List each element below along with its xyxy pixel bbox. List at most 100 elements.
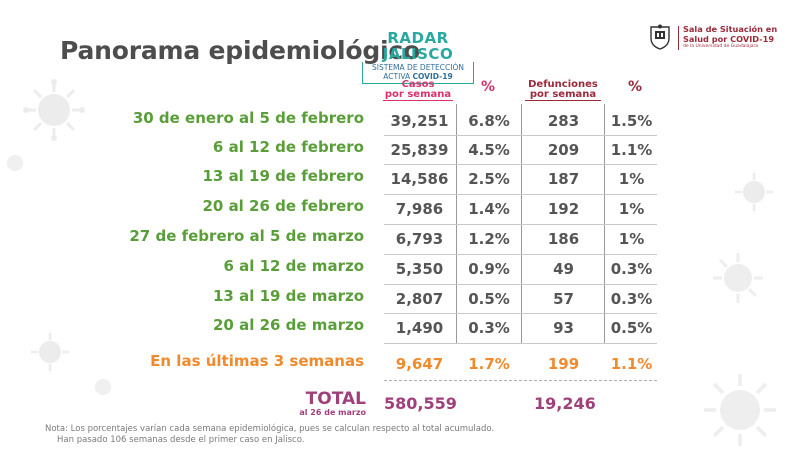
cell-defunciones: 192	[547, 200, 580, 218]
total-defunciones: 19,246	[534, 394, 596, 413]
header-casos-line2: por semana	[383, 89, 453, 101]
cell-pct-casos: 0.9%	[468, 260, 510, 278]
sala-text: Sala de Situación en Salud por COVID-19 …	[683, 24, 777, 50]
cell-casos: 7,986	[395, 200, 444, 218]
cell-defunciones: 209	[547, 141, 580, 159]
row-label: 6 al 12 de marzo	[223, 257, 364, 275]
row-label: 6 al 12 de febrero	[212, 138, 364, 156]
dashed-divider	[384, 380, 657, 381]
udg-crest-icon	[650, 24, 670, 50]
cell-casos: 2,807	[395, 290, 444, 308]
cell-pct-def: 1%	[618, 230, 645, 248]
total-title: TOTAL	[305, 389, 366, 409]
cell-pct-casos: 0.5%	[468, 290, 510, 308]
table-row: 6 al 12 de marzo 5,350 0.9% 49 0.3%	[0, 255, 802, 283]
cell-pct-casos: 4.5%	[468, 141, 510, 159]
last-3-defunciones: 199	[547, 355, 580, 373]
row-separator	[384, 135, 657, 136]
cell-pct-def: 1%	[618, 170, 645, 188]
cell-defunciones: 186	[547, 230, 580, 248]
row-separator	[384, 254, 657, 255]
cell-casos: 25,839	[390, 141, 449, 159]
last-3-casos: 9,647	[395, 355, 444, 373]
radar-jalisco-logo: RADAR JALISCO SISTEMA DE DETECCIÓN ACTIV…	[356, 30, 480, 84]
total-label: TOTAL al 26 de marzo	[290, 390, 366, 417]
header-defunciones: Defunciones por semana	[525, 80, 601, 101]
row-label: 13 al 19 de marzo	[213, 287, 364, 305]
virus-decoration-icon	[95, 379, 111, 395]
row-separator	[384, 313, 657, 314]
row-separator	[384, 343, 657, 344]
cell-pct-def: 0.5%	[610, 319, 653, 337]
header-casos: Casos por semana	[383, 80, 453, 101]
row-separator	[384, 224, 657, 225]
table-row: 30 de enero al 5 de febrero 39,251 6.8% …	[0, 107, 802, 135]
radar-line2-b: COVID-19	[412, 72, 453, 81]
last-3-weeks-row: En las últimas 3 semanas 9,647 1.7% 199 …	[0, 350, 802, 378]
cell-defunciones: 93	[553, 319, 574, 337]
table-row: 13 al 19 de febrero 14,586 2.5% 187 1%	[0, 165, 802, 193]
row-label: 30 de enero al 5 de febrero	[132, 109, 364, 127]
logo-divider	[678, 26, 679, 50]
cell-pct-def: 1.5%	[610, 112, 653, 130]
cell-defunciones: 283	[547, 112, 580, 130]
table-row: 20 al 26 de marzo 1,490 0.3% 93 0.5%	[0, 314, 802, 342]
radar-subtitle-box: SISTEMA DE DETECCIÓN ACTIVA COVID-19	[362, 62, 474, 84]
last-3-weeks-label: En las últimas 3 semanas	[150, 352, 364, 370]
cell-defunciones: 49	[553, 260, 574, 278]
radar-title: RADAR JALISCO	[382, 29, 454, 63]
row-separator	[384, 284, 657, 285]
total-casos: 580,559	[384, 394, 457, 413]
cell-pct-def: 0.3%	[610, 260, 653, 278]
header-def-line1: Defunciones	[528, 79, 598, 90]
footnote-line2: Han pasado 106 semanas desde el primer c…	[57, 435, 305, 445]
footnote: Nota: Los porcentajes varían cada semana…	[45, 424, 494, 446]
cell-casos: 6,793	[395, 230, 444, 248]
sala-line3: de la Universidad de Guadalajara	[683, 44, 759, 49]
virus-decoration-icon	[31, 333, 69, 371]
cell-casos: 5,350	[395, 260, 444, 278]
cell-pct-def: 1%	[618, 200, 645, 218]
cell-casos: 39,251	[390, 112, 449, 130]
cell-pct-casos: 2.5%	[468, 170, 510, 188]
header-casos-line1: Casos	[401, 79, 435, 90]
radar-subtitle-line1: SISTEMA DE DETECCIÓN	[372, 63, 464, 72]
row-label: 20 al 26 de marzo	[213, 316, 364, 334]
row-separator	[384, 194, 657, 195]
radar-subtitle-line2: ACTIVA COVID-19	[363, 72, 473, 81]
last-3-pct-def: 1.1%	[610, 355, 653, 373]
cell-defunciones: 57	[553, 290, 574, 308]
cell-casos: 1,490	[395, 319, 444, 337]
cell-pct-def: 0.3%	[610, 290, 653, 308]
header-pct-casos: %	[480, 79, 496, 95]
last-3-pct-casos: 1.7%	[468, 355, 510, 373]
header-def-line2: por semana	[525, 90, 601, 101]
cell-pct-casos: 6.8%	[468, 112, 510, 130]
virus-decoration-icon	[713, 253, 763, 303]
sala-situacion-logo: Sala de Situación en Salud por COVID-19 …	[648, 24, 798, 52]
cell-pct-casos: 0.3%	[468, 319, 510, 337]
row-label: 20 al 26 de febrero	[202, 197, 364, 215]
page-title: Panorama epidemiológico	[60, 36, 420, 65]
row-label: 13 al 19 de febrero	[202, 167, 364, 185]
sala-line2: Salud por COVID-19	[683, 34, 775, 44]
header-pct-def: %	[627, 79, 643, 95]
footnote-line1: Nota: Los porcentajes varían cada semana…	[45, 424, 495, 434]
virus-decoration-icon	[23, 79, 85, 141]
radar-line2-a: ACTIVA	[383, 72, 413, 81]
cell-pct-casos: 1.4%	[468, 200, 510, 218]
virus-decoration-icon	[704, 374, 776, 446]
table-row: 20 al 26 de febrero 7,986 1.4% 192 1%	[0, 195, 802, 223]
table-row: 13 al 19 de marzo 2,807 0.5% 57 0.3%	[0, 285, 802, 313]
total-date: al 26 de marzo	[299, 408, 366, 417]
cell-pct-def: 1.1%	[610, 141, 653, 159]
virus-decoration-icon	[735, 173, 773, 211]
cell-defunciones: 187	[547, 170, 580, 188]
table-row: 27 de febrero al 5 de marzo 6,793 1.2% 1…	[0, 225, 802, 253]
virus-decoration-icon	[7, 155, 23, 171]
table-row: 6 al 12 de febrero 25,839 4.5% 209 1.1%	[0, 136, 802, 164]
row-label: 27 de febrero al 5 de marzo	[129, 227, 364, 245]
cell-pct-casos: 1.2%	[468, 230, 510, 248]
sala-line1: Sala de Situación en	[683, 24, 778, 34]
cell-casos: 14,586	[390, 170, 449, 188]
